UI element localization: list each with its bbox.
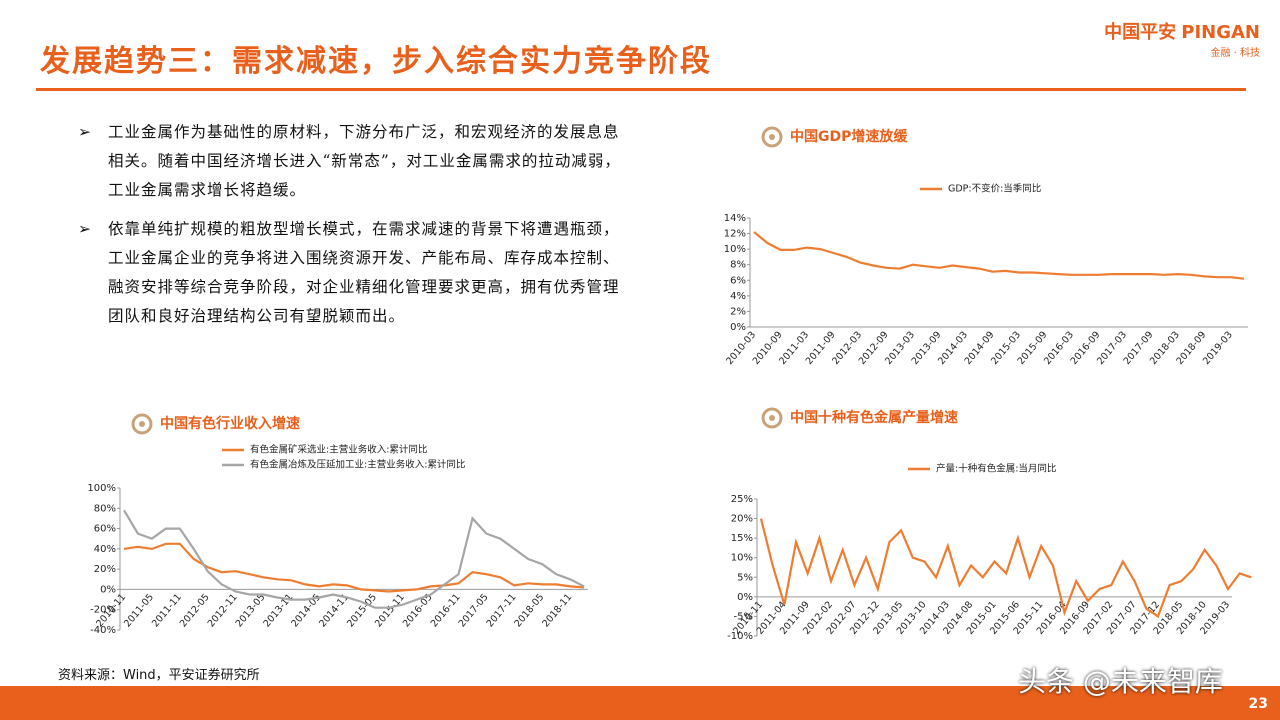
bullet: 依靠单纯扩规模的粗放型增长模式，在需求减速的背景下将遭遇瓶颈，工业金属企业的竞争… (78, 215, 628, 331)
y-tick-label: 15% (731, 533, 753, 544)
y-tick-label: 2% (730, 306, 746, 317)
y-tick-label: 10% (731, 553, 753, 564)
bullet: 工业金属作为基础性的原材料，下游分布广泛，和宏观经济的发展息息相关。随着中国经济… (78, 118, 628, 205)
legend-label: 有色金属冶炼及压延加工业:主营业务收入:累计同比 (250, 459, 465, 471)
watermark: 头条 @未来智库 (1018, 665, 1223, 698)
y-tick-label: 80% (94, 503, 116, 514)
logo-sub: 金融 · 科技 (1210, 48, 1260, 59)
y-tick-label: -20% (90, 605, 116, 616)
series-line (123, 509, 585, 609)
y-tick-label: -40% (90, 625, 116, 636)
page-number: 23 (1248, 696, 1268, 712)
y-tick-label: 5% (737, 572, 753, 583)
chart-title: 中国十种有色金属产量增速 (790, 409, 958, 426)
title-rule (36, 88, 1246, 91)
title-icon (769, 415, 775, 421)
title-icon (761, 126, 783, 148)
slide-title: 发展趋势三：需求减速，步入综合实力竞争阶段 (40, 44, 712, 79)
y-tick-label: 0% (730, 322, 746, 333)
series-line (123, 542, 585, 593)
y-tick-label: -5% (734, 611, 753, 622)
logo-cn: 中国平安 (1104, 22, 1177, 43)
y-tick-label: 25% (731, 494, 753, 505)
title-icon (131, 413, 153, 435)
title-icon (139, 421, 145, 427)
y-tick-label: 20% (731, 514, 753, 525)
y-tick-label: 8% (730, 260, 746, 271)
title-icon (769, 134, 775, 140)
y-tick-label: -10% (727, 631, 753, 642)
y-tick-label: 0% (737, 592, 753, 603)
legend-label: 产量:十种有色金属:当月同比 (936, 463, 1056, 475)
y-tick-label: 12% (724, 229, 746, 240)
series-line (759, 518, 1252, 619)
bullets: 工业金属作为基础性的原材料，下游分布广泛，和宏观经济的发展息息相关。随着中国经济… (78, 118, 628, 341)
legend-label: GDP:不变价:当季同比 (948, 183, 1041, 195)
y-tick-label: 14% (724, 213, 746, 224)
x-tick-label: 2018-11 (540, 592, 574, 629)
y-tick-label: 10% (724, 244, 746, 255)
series-line (753, 231, 1245, 280)
title-icon (761, 407, 783, 429)
legend-label: 有色金属矿采选业:主营业务收入:累计同比 (250, 444, 427, 456)
source: 资料来源：Wind，平安证券研究所 (58, 668, 260, 683)
y-tick-label: 0% (100, 584, 116, 595)
y-tick-label: 40% (94, 544, 116, 555)
chart-title: 中国有色行业收入增速 (160, 415, 300, 432)
y-tick-label: 4% (730, 291, 746, 302)
y-tick-label: 6% (730, 275, 746, 286)
logo-en: PINGAN (1181, 22, 1260, 43)
y-tick-label: 100% (87, 483, 116, 494)
chart-title: 中国GDP增速放缓 (790, 128, 908, 145)
y-tick-label: 20% (94, 564, 116, 575)
footer-bar (0, 686, 1280, 720)
y-tick-label: 60% (94, 524, 116, 535)
logo: 中国平安 PINGAN 金融 · 科技 (1104, 18, 1260, 59)
